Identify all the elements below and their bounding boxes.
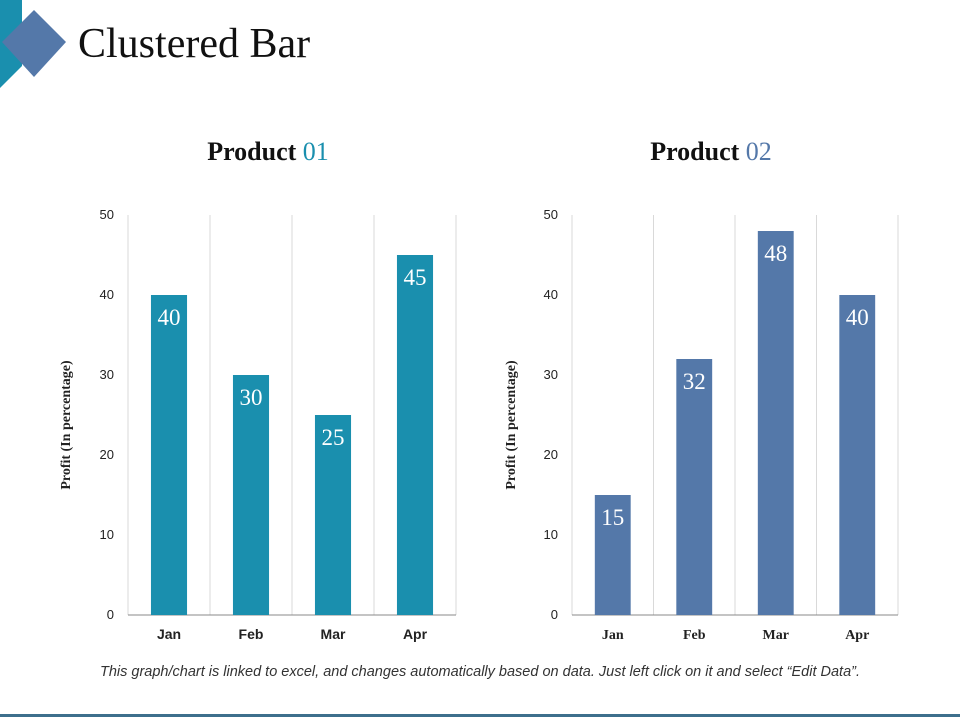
data-label: 45 (404, 265, 427, 290)
y-tick-label: 20 (544, 447, 558, 462)
bar-mar (314, 415, 352, 615)
bar-jan (150, 295, 188, 615)
data-label: 25 (322, 425, 345, 450)
chart-title-product-02: Product 02 (546, 137, 876, 167)
bar-chart-product-01: 0 10 20 30 40 50 Profit (In percentage) 40 Jan 30… (59, 207, 457, 642)
bottom-divider (0, 714, 960, 717)
data-label: 30 (240, 385, 263, 410)
bar-mar (757, 231, 794, 615)
y-tick-label: 20 (100, 447, 114, 462)
y-tick-label: 40 (544, 287, 558, 302)
y-tick-label: 30 (100, 367, 114, 382)
y-axis-label: Profit (In percentage) (504, 360, 519, 490)
chart-title-number: 02 (745, 137, 772, 166)
y-axis-label: Profit (In percentage) (59, 360, 74, 490)
bar-apr (396, 255, 434, 615)
data-label: 48 (764, 241, 787, 266)
x-tick-label: Apr (845, 628, 869, 643)
chart-title-word: Product (650, 137, 740, 166)
data-label: 15 (601, 505, 624, 530)
y-tick-label: 10 (544, 527, 558, 542)
y-tick-label: 50 (100, 207, 114, 222)
footnote: This graph/chart is linked to excel, and… (99, 664, 861, 680)
page-title: Clustered Bar (78, 21, 311, 67)
y-tick-label: 40 (100, 287, 114, 302)
x-tick-label: Mar (321, 626, 346, 642)
x-tick-label: Apr (403, 626, 428, 642)
data-label: 40 (158, 305, 181, 330)
diamond-logo (0, 0, 66, 88)
y-tick-label: 10 (100, 527, 114, 542)
bar-apr (839, 295, 876, 615)
x-tick-label: Mar (763, 628, 789, 643)
x-tick-label: Jan (157, 626, 181, 642)
x-tick-label: Feb (239, 626, 264, 642)
chart-title-number: 01 (302, 137, 329, 166)
bar-feb (676, 359, 713, 615)
chart-title-product-01: Product 01 (103, 137, 433, 167)
x-tick-label: Feb (683, 628, 706, 643)
y-tick-label: 0 (551, 607, 558, 622)
bar-feb (232, 375, 270, 615)
y-tick-label: 50 (544, 207, 558, 222)
bar-chart-product-02: 0 10 20 30 40 50 Profit (In percentage) 15 Jan 32… (504, 207, 899, 643)
chart-title-word: Product (207, 137, 297, 166)
y-tick-label: 0 (107, 607, 114, 622)
y-tick-label: 30 (544, 367, 558, 382)
bar-jan (594, 495, 631, 615)
data-label: 32 (683, 369, 706, 394)
x-tick-label: Jan (602, 628, 624, 643)
diamond-front-shape (2, 10, 66, 77)
data-label: 40 (846, 305, 869, 330)
